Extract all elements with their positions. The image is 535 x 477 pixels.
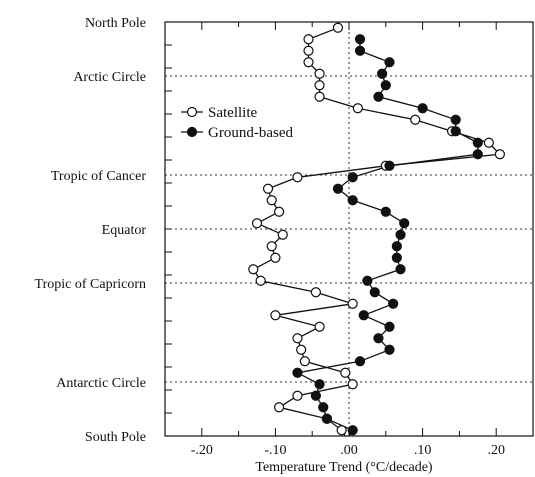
y-label-south-pole: South Pole xyxy=(85,430,146,445)
satellite-point xyxy=(270,310,281,321)
ground-based-point xyxy=(395,264,406,275)
y-axis-ticks xyxy=(165,21,172,437)
satellite-point xyxy=(266,241,277,252)
x-axis-title: Temperature Trend (°C/decade) xyxy=(255,460,433,475)
satellite-point xyxy=(292,390,303,401)
legend: Satellite Ground-based xyxy=(181,105,293,141)
satellite-point xyxy=(270,252,281,263)
ground-based-point xyxy=(380,80,391,91)
y-label-antarctic-circle: Antarctic Circle xyxy=(56,376,146,391)
satellite-point xyxy=(296,344,307,355)
satellite-point xyxy=(303,45,314,56)
satellite-point xyxy=(410,114,421,125)
ground-based-point xyxy=(314,379,325,390)
satellite-point xyxy=(314,91,325,102)
ground-based-point xyxy=(354,356,366,367)
satellite-point xyxy=(299,356,310,367)
y-label-tropic-of-capricorn: Tropic of Capricorn xyxy=(35,277,146,292)
legend-label-ground-based: Ground-based xyxy=(208,125,293,141)
ground-based-point xyxy=(384,344,395,355)
satellite-point xyxy=(314,80,325,91)
ground-based-point xyxy=(450,114,461,125)
satellite-point xyxy=(292,333,303,344)
x-axis-tick-labels: -.20 -.10 .00 .10 .20 xyxy=(191,443,505,458)
satellite-point xyxy=(303,34,314,45)
ground-based-point xyxy=(373,91,384,102)
series-markers xyxy=(248,22,505,436)
y-axis-labels: North Pole Arctic Circle Tropic of Cancer E… xyxy=(35,16,147,445)
ground-based-point xyxy=(472,137,483,148)
ground-based-point xyxy=(380,206,391,217)
satellite-point xyxy=(266,195,277,206)
ground-based-point xyxy=(310,390,321,401)
satellite-point xyxy=(494,149,505,160)
ground-based-point xyxy=(318,402,329,413)
satellite-point xyxy=(340,367,351,378)
ground-based-point xyxy=(384,160,395,171)
legend-marker xyxy=(186,126,198,138)
ground-based-point xyxy=(377,68,388,79)
reference-lines xyxy=(165,22,533,436)
ground-based-point xyxy=(362,275,373,286)
x-tick-label: .10 xyxy=(414,443,432,458)
ground-based-point xyxy=(347,425,358,436)
satellite-point xyxy=(248,264,259,275)
ground-based-point xyxy=(399,218,410,229)
satellite-point xyxy=(251,218,263,229)
satellite-point xyxy=(273,206,285,217)
satellite-point xyxy=(314,68,325,79)
satellite-point xyxy=(273,402,285,413)
x-tick-label: -.10 xyxy=(264,443,286,458)
satellite-point xyxy=(262,183,274,194)
ground-based-point xyxy=(384,57,395,68)
ground-based-point xyxy=(354,34,366,45)
satellite-point xyxy=(347,379,358,390)
ground-based-point xyxy=(347,195,358,206)
x-tick-label: .20 xyxy=(487,443,505,458)
satellite-point xyxy=(347,298,358,309)
y-label-north-pole: North Pole xyxy=(85,16,146,31)
ground-based-point xyxy=(373,333,384,344)
ground-based-point xyxy=(321,413,333,424)
satellite-point xyxy=(483,137,494,148)
satellite-point xyxy=(332,22,344,33)
satellite-point xyxy=(277,229,288,240)
ground-based-point xyxy=(450,126,461,137)
satellite-point xyxy=(292,172,303,183)
y-label-tropic-of-cancer: Tropic of Cancer xyxy=(51,169,146,184)
x-axis-ticks xyxy=(164,22,534,436)
satellite-point xyxy=(255,275,266,286)
ground-based-point xyxy=(384,321,395,332)
ground-based-point xyxy=(472,149,483,160)
y-label-arctic-circle: Arctic Circle xyxy=(73,70,146,85)
ground-based-point xyxy=(391,241,402,252)
ground-based-point xyxy=(347,172,358,183)
ground-based-point xyxy=(391,252,402,263)
satellite-point xyxy=(336,425,347,436)
ground-based-point xyxy=(388,298,399,309)
legend-label-satellite: Satellite xyxy=(208,105,257,121)
ground-based-point xyxy=(417,103,428,114)
series-lines xyxy=(252,27,502,437)
y-label-equator: Equator xyxy=(102,223,147,238)
series-line-satellite xyxy=(252,27,502,437)
satellite-point xyxy=(303,57,314,68)
satellite-point xyxy=(310,287,321,298)
satellite-point xyxy=(314,321,325,332)
ground-based-point xyxy=(354,45,366,56)
ground-based-point xyxy=(332,183,344,194)
ground-based-point xyxy=(358,310,369,321)
x-tick-label: -.20 xyxy=(191,443,213,458)
legend-marker xyxy=(186,106,198,118)
ground-based-point xyxy=(369,287,380,298)
x-tick-label: .00 xyxy=(340,443,358,458)
satellite-point xyxy=(352,103,363,114)
ground-based-point xyxy=(395,229,406,240)
ground-based-point xyxy=(292,367,303,378)
